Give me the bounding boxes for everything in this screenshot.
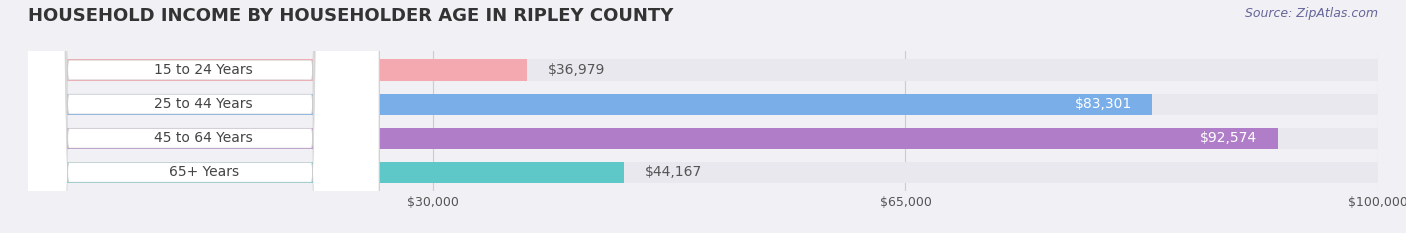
Bar [28, 162, 624, 183]
Bar [28, 162, 1378, 183]
FancyBboxPatch shape [1, 0, 380, 233]
Bar [28, 128, 1278, 149]
FancyBboxPatch shape [1, 0, 380, 233]
Text: $92,574: $92,574 [1201, 131, 1257, 145]
Bar [28, 128, 1378, 149]
Text: 45 to 64 Years: 45 to 64 Years [155, 131, 253, 145]
FancyBboxPatch shape [1, 0, 380, 233]
Text: $36,979: $36,979 [547, 63, 605, 77]
Text: 65+ Years: 65+ Years [169, 165, 239, 179]
Text: 25 to 44 Years: 25 to 44 Years [155, 97, 253, 111]
Bar [28, 59, 527, 81]
Text: Source: ZipAtlas.com: Source: ZipAtlas.com [1244, 7, 1378, 20]
Text: $44,167: $44,167 [644, 165, 702, 179]
Bar [28, 93, 1153, 115]
Bar [28, 59, 1378, 81]
Bar [28, 93, 1378, 115]
Text: HOUSEHOLD INCOME BY HOUSEHOLDER AGE IN RIPLEY COUNTY: HOUSEHOLD INCOME BY HOUSEHOLDER AGE IN R… [28, 7, 673, 25]
Text: $83,301: $83,301 [1076, 97, 1132, 111]
Text: 15 to 24 Years: 15 to 24 Years [155, 63, 253, 77]
FancyBboxPatch shape [1, 0, 380, 233]
